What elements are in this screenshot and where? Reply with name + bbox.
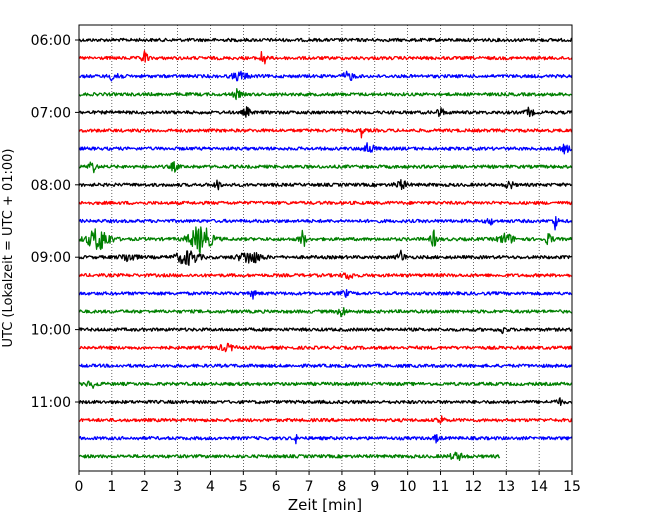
trace-line: [78, 249, 573, 266]
y-tick-label: 06:00: [31, 33, 71, 49]
x-tick-label: 7: [305, 479, 314, 495]
trace-line: [78, 226, 573, 254]
grid-lines: [111, 25, 540, 471]
x-tick-label: 10: [399, 479, 417, 495]
trace-line: [78, 433, 573, 445]
x-tick-label: 12: [464, 479, 482, 495]
trace-line: [78, 272, 573, 280]
x-tick-label: 2: [140, 479, 149, 495]
trace-line: [78, 50, 573, 65]
plot-frame: [78, 24, 573, 472]
x-tick-label: 0: [75, 479, 84, 495]
x-tick-label: 6: [272, 479, 281, 495]
x-tick-label: 1: [107, 479, 116, 495]
x-tick-label: 15: [563, 479, 581, 495]
y-tick-label: 09:00: [31, 250, 71, 266]
trace-line: [78, 363, 573, 369]
y-tick-label: 10:00: [31, 323, 71, 339]
trace-line: [78, 342, 573, 353]
trace-line: [78, 200, 573, 206]
trace-line: [78, 380, 573, 389]
y-tick-label: 08:00: [31, 178, 71, 194]
trace-line: [78, 37, 572, 43]
trace-line: [78, 415, 573, 424]
trace-line: [78, 216, 573, 231]
x-tick-label: 9: [370, 479, 379, 495]
y-axis: 06:00 07:00 08:00 09:00 10:00 11:00: [31, 33, 79, 411]
x-tick-label: 8: [337, 479, 346, 495]
x-tick-label: 5: [239, 479, 248, 495]
x-axis-title: Zeit [min]: [288, 496, 362, 514]
trace-line: [78, 70, 573, 82]
trace-line: [78, 142, 573, 155]
x-tick-label: 13: [497, 479, 515, 495]
trace-line: [78, 161, 573, 174]
trace-line: [78, 179, 573, 191]
y-tick-label: 07:00: [31, 105, 71, 121]
trace-line: [78, 327, 573, 335]
trace-line: [79, 307, 573, 318]
x-tick-label: 14: [530, 479, 548, 495]
y-axis-title: UTC (Lokalzeit = UTC + 01:00): [1, 149, 16, 348]
x-tick-label: 4: [206, 479, 215, 495]
trace-group: [78, 37, 573, 462]
y-tick-label: 11:00: [31, 395, 71, 411]
trace-line: [78, 288, 573, 300]
trace-line: [78, 106, 573, 118]
trace-line: [78, 128, 573, 139]
trace-line: [78, 451, 501, 462]
trace-line: [78, 397, 573, 407]
x-tick-label: 3: [173, 479, 182, 495]
x-axis: 0 1 2 3 4 5 6 7 8 9 10 11 12 13 14 15: [75, 471, 581, 495]
plot-background: [79, 25, 572, 471]
trace-line: [78, 88, 573, 101]
x-tick-label: 11: [432, 479, 450, 495]
